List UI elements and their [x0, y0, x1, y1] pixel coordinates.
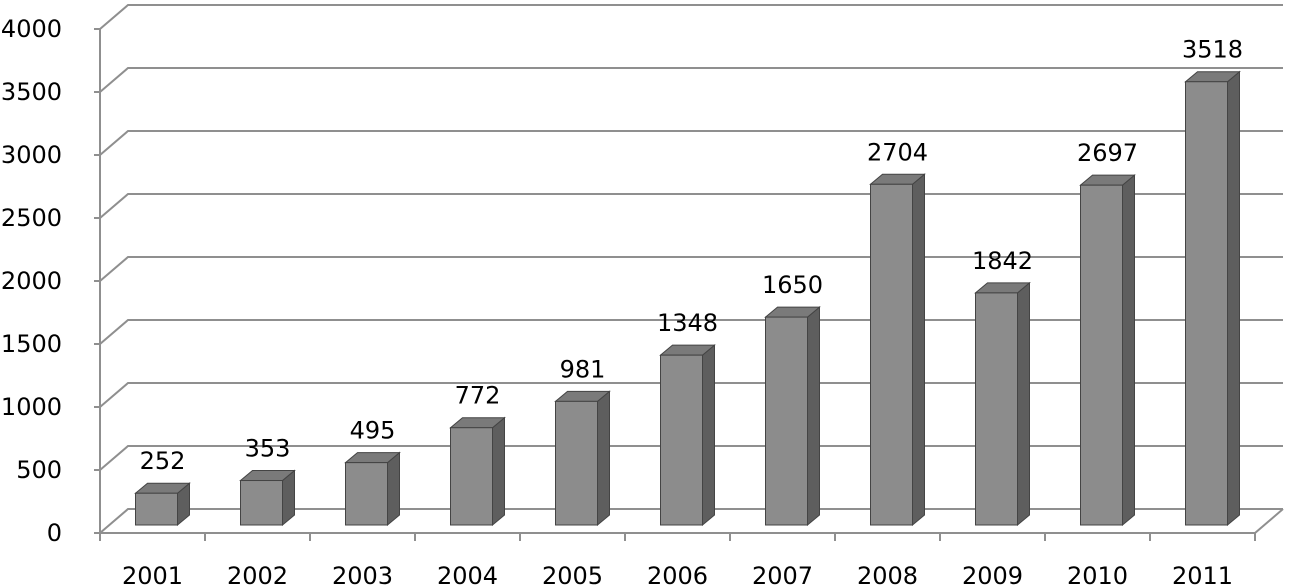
bars: [134, 70, 1241, 527]
data-label: 2704: [867, 138, 928, 166]
bar: [554, 390, 611, 527]
x-tick-label: 2008: [857, 562, 918, 587]
data-label: 981: [560, 355, 606, 383]
data-label: 252: [140, 447, 186, 475]
bar: [1184, 70, 1241, 527]
data-label: 772: [455, 382, 501, 410]
y-tick-label: 4000: [1, 15, 62, 43]
y-tick-label: 2000: [1, 267, 62, 295]
gridline: [99, 130, 1283, 156]
bar-side: [807, 306, 820, 527]
bar: [344, 451, 401, 527]
bar: [974, 281, 1031, 527]
bar: [239, 469, 296, 527]
x-tick-label: 2010: [1067, 562, 1128, 587]
x-tick-label: 2003: [332, 562, 393, 587]
bar: [869, 173, 926, 527]
data-label: 1842: [972, 247, 1033, 275]
bar-side: [387, 451, 400, 527]
bar-front: [1185, 81, 1228, 526]
y-tick-label: 3500: [1, 78, 62, 106]
y-tick-label: 3000: [1, 141, 62, 169]
data-label: 2697: [1077, 139, 1138, 167]
bar-side: [1122, 174, 1135, 527]
bar-front: [240, 480, 283, 526]
x-tick-label: 2005: [542, 562, 603, 587]
x-tick-label: 2006: [647, 562, 708, 587]
gridline: [99, 4, 1283, 30]
bar-side: [492, 416, 505, 527]
bar-front: [135, 492, 178, 526]
data-label: 495: [350, 417, 396, 445]
bar-side: [1017, 281, 1030, 527]
bar: [134, 482, 191, 527]
x-tick-label: 2001: [122, 562, 183, 587]
bar-front: [870, 183, 913, 526]
x-tick-label: 2009: [962, 562, 1023, 587]
bar-side: [702, 344, 715, 527]
data-label: 353: [245, 435, 291, 463]
tick-labels: 0 500 1000 1500 2000 2500 3000 3500 4000 2001 2002…: [1, 15, 1233, 587]
y-tick-label: 500: [16, 456, 62, 484]
x-tick-label: 2011: [1172, 562, 1233, 587]
axes: [94, 28, 1284, 541]
bar: [449, 416, 506, 527]
bar-front: [555, 400, 598, 526]
bar-front: [765, 316, 808, 526]
gridline: [99, 67, 1283, 93]
y-tick-label: 1500: [1, 330, 62, 358]
data-label: 1348: [657, 309, 718, 337]
x-tick-label: 2002: [227, 562, 288, 587]
bar-side: [912, 173, 925, 527]
bar-front: [345, 462, 388, 526]
x-tick-label: 2007: [752, 562, 813, 587]
gridlines: [99, 4, 1283, 534]
bar-side: [597, 390, 610, 527]
bar-front: [975, 292, 1018, 526]
bar-front: [1080, 184, 1123, 526]
y-tick-label: 1000: [1, 393, 62, 421]
bar-front: [450, 427, 493, 526]
x-tick-label: 2004: [437, 562, 498, 587]
data-label: 1650: [762, 271, 823, 299]
y-tick-label: 2500: [1, 204, 62, 232]
data-labels: 252 353 495 772 981 1348 1650 2704 1842 2697 3518: [140, 36, 1243, 476]
bar: [764, 306, 821, 527]
y-tick-label: 0: [47, 519, 62, 547]
bar: [659, 344, 716, 527]
data-label: 3518: [1182, 36, 1243, 64]
bar: [1079, 174, 1136, 527]
bar-front: [660, 354, 703, 526]
bar-side: [1227, 70, 1240, 527]
